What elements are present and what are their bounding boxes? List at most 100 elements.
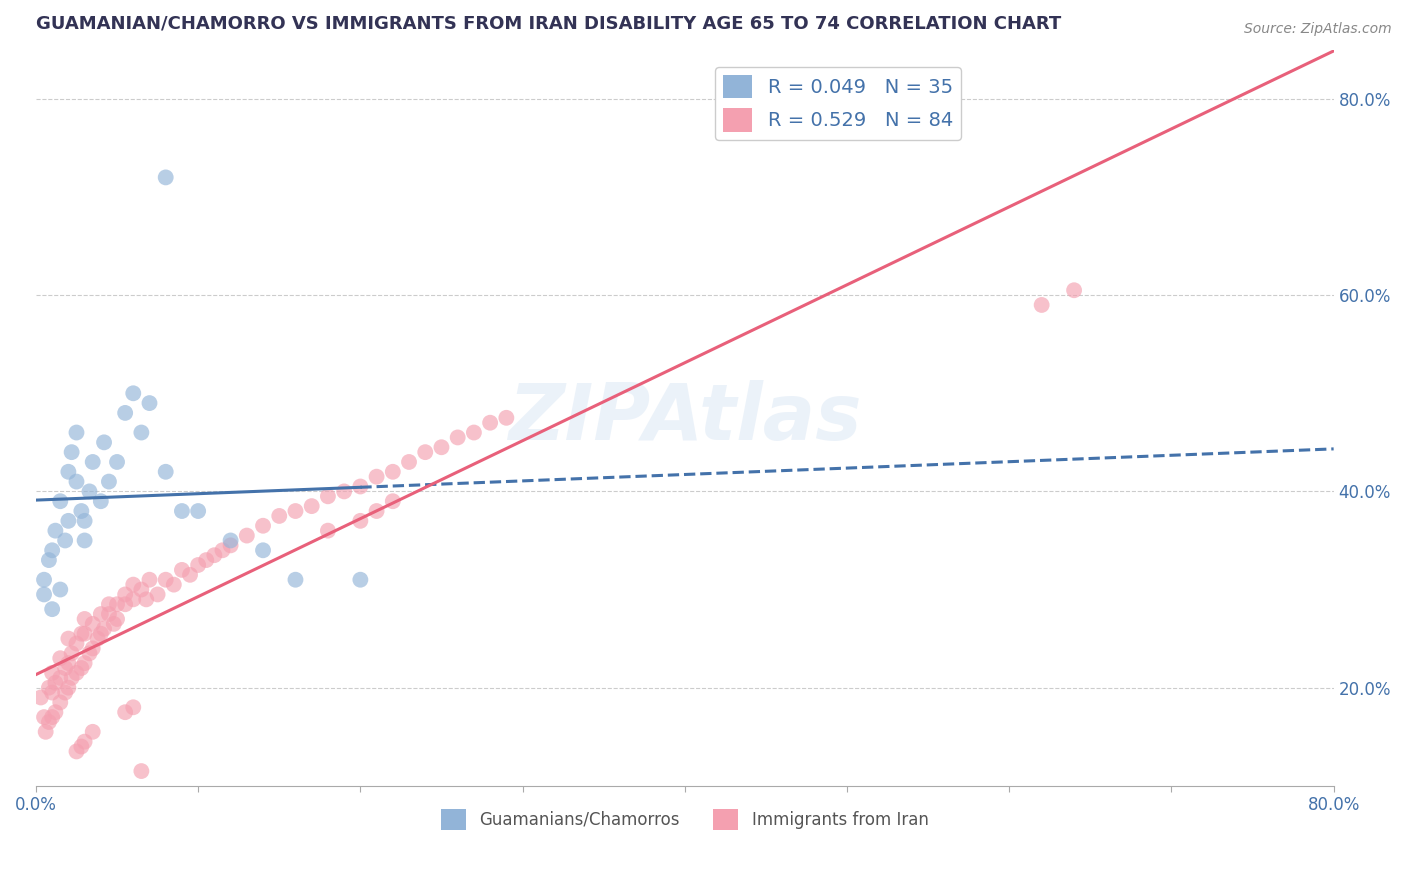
Point	[187, 558, 209, 572]
Point	[82, 616, 104, 631]
Point	[65, 665, 87, 680]
Text: Source: ZipAtlas.com: Source: ZipAtlas.com	[1244, 22, 1392, 37]
Point	[131, 764, 153, 778]
Point	[252, 543, 274, 558]
Point	[366, 469, 388, 483]
Point	[53, 685, 76, 699]
Point	[301, 499, 323, 513]
Point	[58, 514, 80, 528]
Point	[60, 671, 83, 685]
Point	[70, 626, 93, 640]
Point	[49, 695, 72, 709]
Point	[155, 170, 177, 185]
Point	[430, 440, 453, 454]
Point	[38, 681, 60, 695]
Point	[41, 602, 63, 616]
Point	[138, 573, 160, 587]
Point	[82, 455, 104, 469]
Point	[49, 582, 72, 597]
Point	[49, 651, 72, 665]
Point	[349, 514, 371, 528]
Point	[73, 612, 96, 626]
Point	[114, 587, 136, 601]
Point	[163, 577, 186, 591]
Point	[44, 705, 66, 719]
Point	[122, 592, 145, 607]
Point	[135, 592, 157, 607]
Point	[381, 465, 404, 479]
Point	[90, 607, 112, 621]
Point	[236, 528, 259, 542]
Point	[32, 587, 55, 601]
Point	[131, 425, 153, 440]
Point	[97, 607, 120, 621]
Point	[349, 573, 371, 587]
Point	[65, 475, 87, 489]
Text: GUAMANIAN/CHAMORRO VS IMMIGRANTS FROM IRAN DISABILITY AGE 65 TO 74 CORRELATION C: GUAMANIAN/CHAMORRO VS IMMIGRANTS FROM IR…	[37, 15, 1062, 33]
Point	[41, 665, 63, 680]
Point	[41, 543, 63, 558]
Point	[122, 577, 145, 591]
Point	[70, 661, 93, 675]
Point	[105, 597, 128, 611]
Point	[49, 494, 72, 508]
Point	[463, 425, 485, 440]
Point	[93, 622, 115, 636]
Point	[211, 543, 233, 558]
Point	[1031, 298, 1053, 312]
Point	[269, 508, 291, 523]
Point	[122, 700, 145, 714]
Point	[38, 553, 60, 567]
Point	[73, 656, 96, 670]
Point	[114, 406, 136, 420]
Point	[93, 435, 115, 450]
Point	[202, 548, 225, 562]
Point	[366, 504, 388, 518]
Point	[58, 465, 80, 479]
Point	[41, 685, 63, 699]
Point	[114, 705, 136, 719]
Point	[58, 632, 80, 646]
Point	[447, 430, 470, 444]
Point	[155, 465, 177, 479]
Point	[333, 484, 356, 499]
Point	[79, 646, 101, 660]
Point	[316, 489, 339, 503]
Point	[70, 739, 93, 754]
Point	[479, 416, 502, 430]
Point	[44, 675, 66, 690]
Point	[44, 524, 66, 538]
Point	[252, 518, 274, 533]
Text: ZIPAtlas: ZIPAtlas	[508, 380, 862, 456]
Point	[97, 475, 120, 489]
Point	[495, 410, 517, 425]
Point	[90, 494, 112, 508]
Point	[381, 494, 404, 508]
Point	[316, 524, 339, 538]
Point	[195, 553, 218, 567]
Point	[73, 533, 96, 548]
Point	[105, 612, 128, 626]
Point	[32, 573, 55, 587]
Point	[32, 710, 55, 724]
Point	[60, 445, 83, 459]
Point	[349, 479, 371, 493]
Point	[1063, 283, 1085, 297]
Point	[284, 573, 307, 587]
Point	[122, 386, 145, 401]
Point	[60, 646, 83, 660]
Point	[73, 514, 96, 528]
Point	[105, 455, 128, 469]
Point	[138, 396, 160, 410]
Point	[86, 632, 108, 646]
Point	[65, 636, 87, 650]
Point	[30, 690, 52, 705]
Legend: Guamanians/Chamorros, Immigrants from Iran: Guamanians/Chamorros, Immigrants from Ir…	[434, 803, 935, 837]
Point	[79, 484, 101, 499]
Point	[38, 714, 60, 729]
Point	[413, 445, 436, 459]
Point	[187, 504, 209, 518]
Point	[146, 587, 169, 601]
Point	[53, 533, 76, 548]
Point	[65, 744, 87, 758]
